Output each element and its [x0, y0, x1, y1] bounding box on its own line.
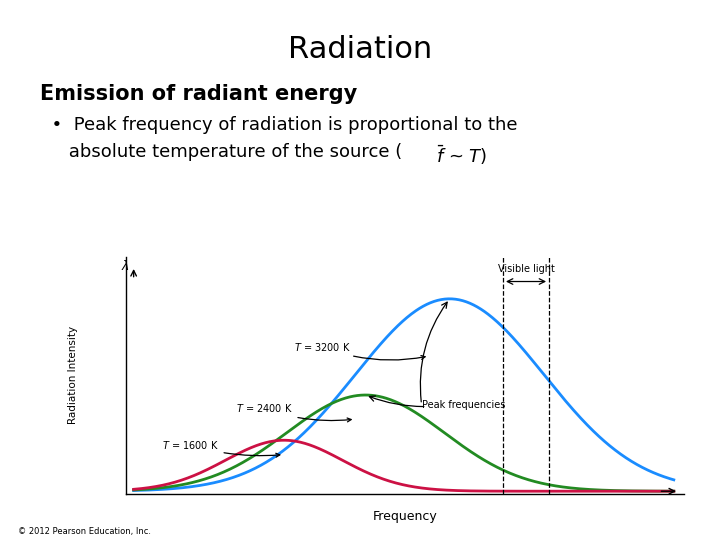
- Text: $\bar{f}$ ~ $T$): $\bar{f}$ ~ $T$): [436, 143, 487, 167]
- Text: $\lambda$: $\lambda$: [121, 259, 130, 273]
- Text: Radiation Intensity: Radiation Intensity: [68, 326, 78, 424]
- Text: $T$ = 2400 K: $T$ = 2400 K: [235, 402, 351, 422]
- Text: Visible light: Visible light: [498, 264, 554, 274]
- Text: Peak frequencies: Peak frequencies: [422, 400, 505, 410]
- Text: absolute temperature of the source (: absolute temperature of the source (: [40, 143, 408, 161]
- Text: Frequency: Frequency: [373, 510, 437, 523]
- Text: •  Peak frequency of radiation is proportional to the: • Peak frequency of radiation is proport…: [40, 116, 517, 134]
- Text: Emission of radiant energy: Emission of radiant energy: [40, 84, 357, 104]
- Text: $T$ = 3200 K: $T$ = 3200 K: [294, 341, 425, 360]
- Text: $T$ = 1600 K: $T$ = 1600 K: [162, 439, 280, 457]
- Text: © 2012 Pearson Education, Inc.: © 2012 Pearson Education, Inc.: [18, 526, 151, 536]
- Text: Radiation: Radiation: [288, 35, 432, 64]
